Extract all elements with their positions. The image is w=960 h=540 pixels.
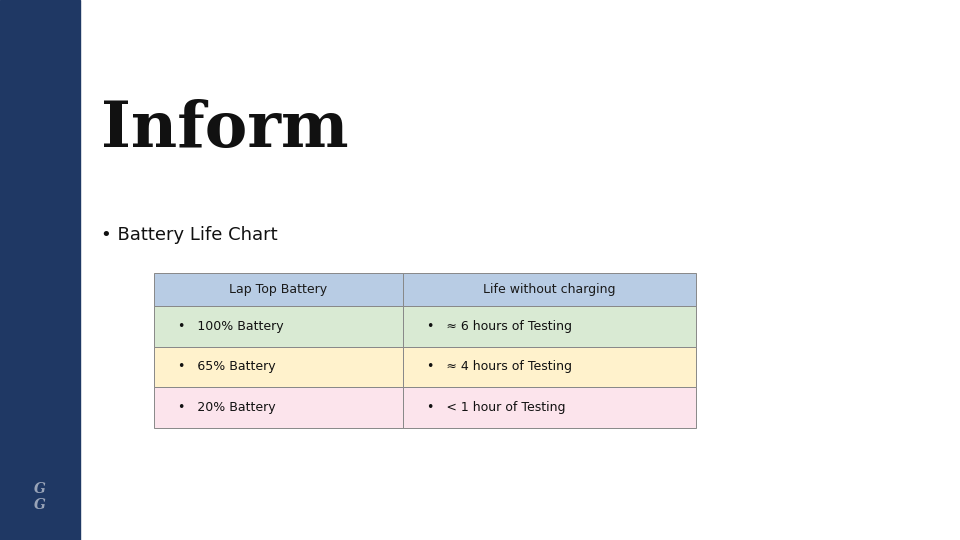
Text: Life without charging: Life without charging	[483, 283, 615, 296]
Bar	[154, 273, 403, 306]
Text: •   < 1 hour of Testing: • < 1 hour of Testing	[427, 401, 565, 414]
Text: •   65% Battery: • 65% Battery	[178, 360, 276, 374]
Text: G
G: G G	[35, 482, 46, 512]
Bar	[403, 306, 696, 347]
Bar	[403, 273, 696, 306]
Bar	[154, 387, 403, 428]
Text: Inform: Inform	[101, 99, 348, 160]
Bar	[403, 387, 696, 428]
Bar	[154, 347, 403, 387]
Text: Lap Top Battery: Lap Top Battery	[229, 283, 327, 296]
Bar	[0, 0, 80, 540]
Text: •   20% Battery: • 20% Battery	[178, 401, 276, 414]
Text: •   ≈ 4 hours of Testing: • ≈ 4 hours of Testing	[427, 360, 572, 374]
Text: •   ≈ 6 hours of Testing: • ≈ 6 hours of Testing	[427, 320, 572, 333]
Text: •   100% Battery: • 100% Battery	[178, 320, 283, 333]
Bar	[154, 306, 403, 347]
Text: • Battery Life Chart: • Battery Life Chart	[101, 226, 277, 244]
Bar	[403, 347, 696, 387]
